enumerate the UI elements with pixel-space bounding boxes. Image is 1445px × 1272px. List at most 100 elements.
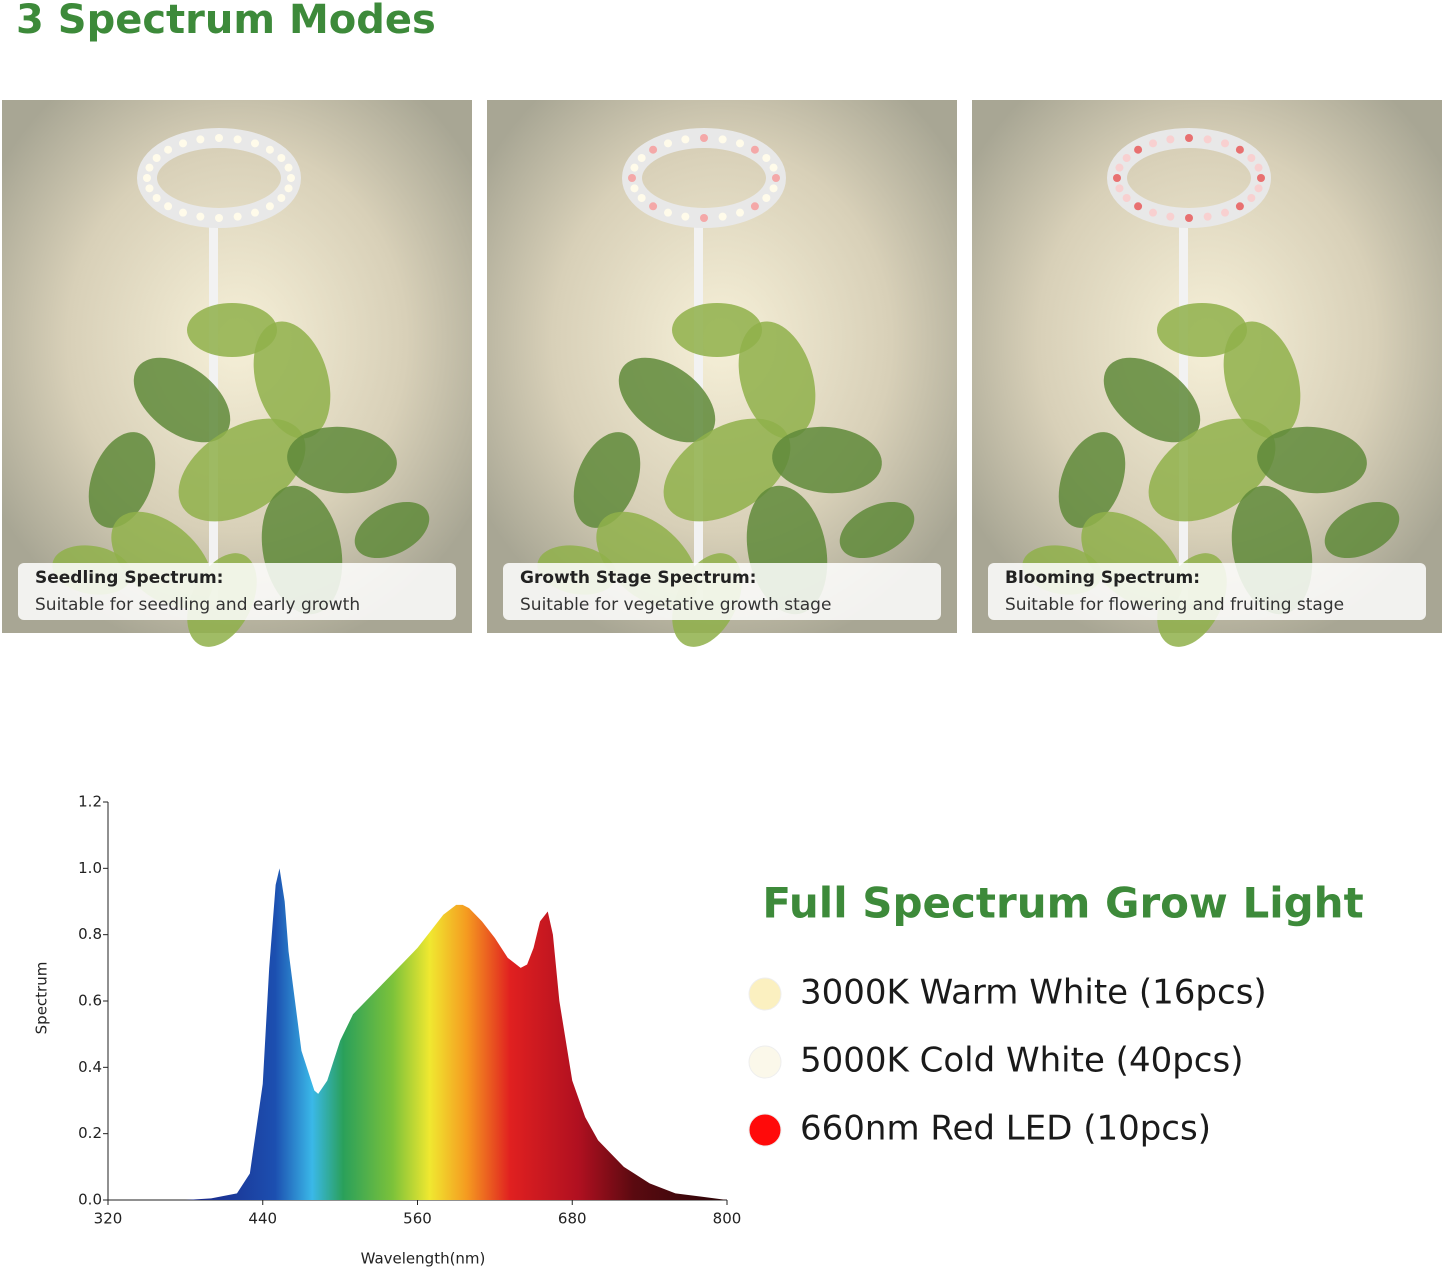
led bbox=[251, 139, 259, 148]
led bbox=[736, 208, 744, 217]
led bbox=[1254, 184, 1263, 193]
leaf bbox=[1148, 418, 1276, 522]
leaf bbox=[1257, 426, 1367, 494]
led bbox=[630, 184, 639, 193]
led bbox=[664, 208, 672, 217]
led bbox=[1247, 194, 1256, 202]
led bbox=[718, 135, 727, 144]
caption-text: Suitable for flowering and fruiting stag… bbox=[1005, 595, 1344, 615]
led bbox=[1257, 174, 1265, 182]
led bbox=[287, 174, 295, 182]
led bbox=[649, 145, 658, 154]
y-tick-label: 0.6 bbox=[78, 992, 102, 1010]
led bbox=[233, 135, 242, 144]
led bbox=[772, 174, 780, 182]
caption-title: Blooming Spectrum: bbox=[1005, 568, 1200, 588]
leaf bbox=[618, 357, 716, 443]
led bbox=[664, 139, 672, 148]
leaf bbox=[738, 321, 816, 439]
led bbox=[145, 163, 154, 172]
led bbox=[762, 154, 771, 162]
caption-title: Seedling Spectrum: bbox=[35, 568, 223, 588]
led bbox=[1115, 184, 1124, 193]
led bbox=[628, 174, 636, 182]
led bbox=[152, 194, 161, 202]
x-tick-label: 320 bbox=[94, 1210, 123, 1228]
leaf bbox=[88, 432, 156, 528]
legend-label: 5000K Cold White (40pcs) bbox=[800, 1041, 1243, 1081]
led bbox=[1185, 214, 1193, 222]
y-tick-label: 1.2 bbox=[78, 793, 102, 811]
leaf bbox=[354, 501, 430, 559]
leaf bbox=[1103, 357, 1201, 443]
led bbox=[265, 202, 274, 211]
led bbox=[215, 214, 223, 222]
led bbox=[196, 135, 205, 144]
led bbox=[164, 145, 173, 154]
led bbox=[277, 194, 286, 202]
led bbox=[179, 139, 187, 148]
led bbox=[152, 154, 161, 162]
led bbox=[750, 202, 759, 211]
led bbox=[1149, 208, 1157, 217]
led bbox=[649, 202, 658, 211]
spectrum-chart: Spectrum Wavelength(nm) 0.0 0.2 0.4 0.6 0.8 1… bbox=[33, 793, 742, 1268]
leaf bbox=[839, 501, 915, 559]
led bbox=[145, 184, 154, 193]
leaf bbox=[1157, 303, 1247, 357]
led bbox=[700, 134, 708, 142]
leaf bbox=[133, 357, 231, 443]
led bbox=[164, 202, 173, 211]
led bbox=[637, 154, 646, 162]
led bbox=[630, 163, 639, 172]
led bbox=[1134, 145, 1143, 154]
led bbox=[1115, 163, 1124, 172]
led bbox=[1185, 134, 1193, 142]
led bbox=[143, 174, 151, 182]
led bbox=[736, 139, 744, 148]
led bbox=[1221, 208, 1229, 217]
y-tick-label: 0.8 bbox=[78, 925, 102, 943]
y-tick-label: 1.0 bbox=[78, 859, 102, 877]
legend-label: 3000K Warm White (16pcs) bbox=[800, 973, 1267, 1013]
x-tick-label: 560 bbox=[403, 1210, 432, 1228]
leaf bbox=[253, 321, 331, 439]
leaf bbox=[1324, 501, 1400, 559]
legend: 3000K Warm White (16pcs) 5000K Cold White… bbox=[748, 973, 1267, 1149]
y-tick-label: 0.2 bbox=[78, 1124, 102, 1142]
legend-swatch bbox=[748, 1045, 782, 1079]
led bbox=[265, 145, 274, 154]
led bbox=[1113, 174, 1121, 182]
caption-box bbox=[988, 563, 1426, 620]
led bbox=[251, 208, 259, 217]
spectrum-area bbox=[185, 868, 727, 1200]
caption-box bbox=[503, 563, 941, 620]
led bbox=[215, 134, 223, 142]
led bbox=[284, 163, 293, 172]
leaf bbox=[187, 303, 277, 357]
legend-swatch bbox=[748, 1113, 782, 1147]
leaf bbox=[772, 426, 882, 494]
page-title: 3 Spectrum Modes bbox=[16, 0, 436, 43]
caption-title: Growth Stage Spectrum: bbox=[520, 568, 756, 588]
led bbox=[637, 194, 646, 202]
led bbox=[769, 163, 778, 172]
led bbox=[681, 212, 690, 221]
legend-label: 660nm Red LED (10pcs) bbox=[800, 1109, 1211, 1149]
led bbox=[1221, 139, 1229, 148]
led bbox=[1149, 139, 1157, 148]
led bbox=[233, 212, 242, 221]
leaf bbox=[573, 432, 641, 528]
x-tick-label: 800 bbox=[713, 1210, 742, 1228]
y-axis-label: Spectrum bbox=[33, 962, 51, 1035]
led bbox=[750, 145, 759, 154]
x-axis-label: Wavelength(nm) bbox=[361, 1250, 486, 1268]
x-tick-label: 440 bbox=[248, 1210, 277, 1228]
led bbox=[1122, 154, 1131, 162]
leaf bbox=[287, 426, 397, 494]
x-tick-label: 680 bbox=[558, 1210, 587, 1228]
legend-swatch bbox=[748, 977, 782, 1011]
leaf bbox=[1223, 321, 1301, 439]
leaf bbox=[178, 418, 306, 522]
caption-box bbox=[18, 563, 456, 620]
